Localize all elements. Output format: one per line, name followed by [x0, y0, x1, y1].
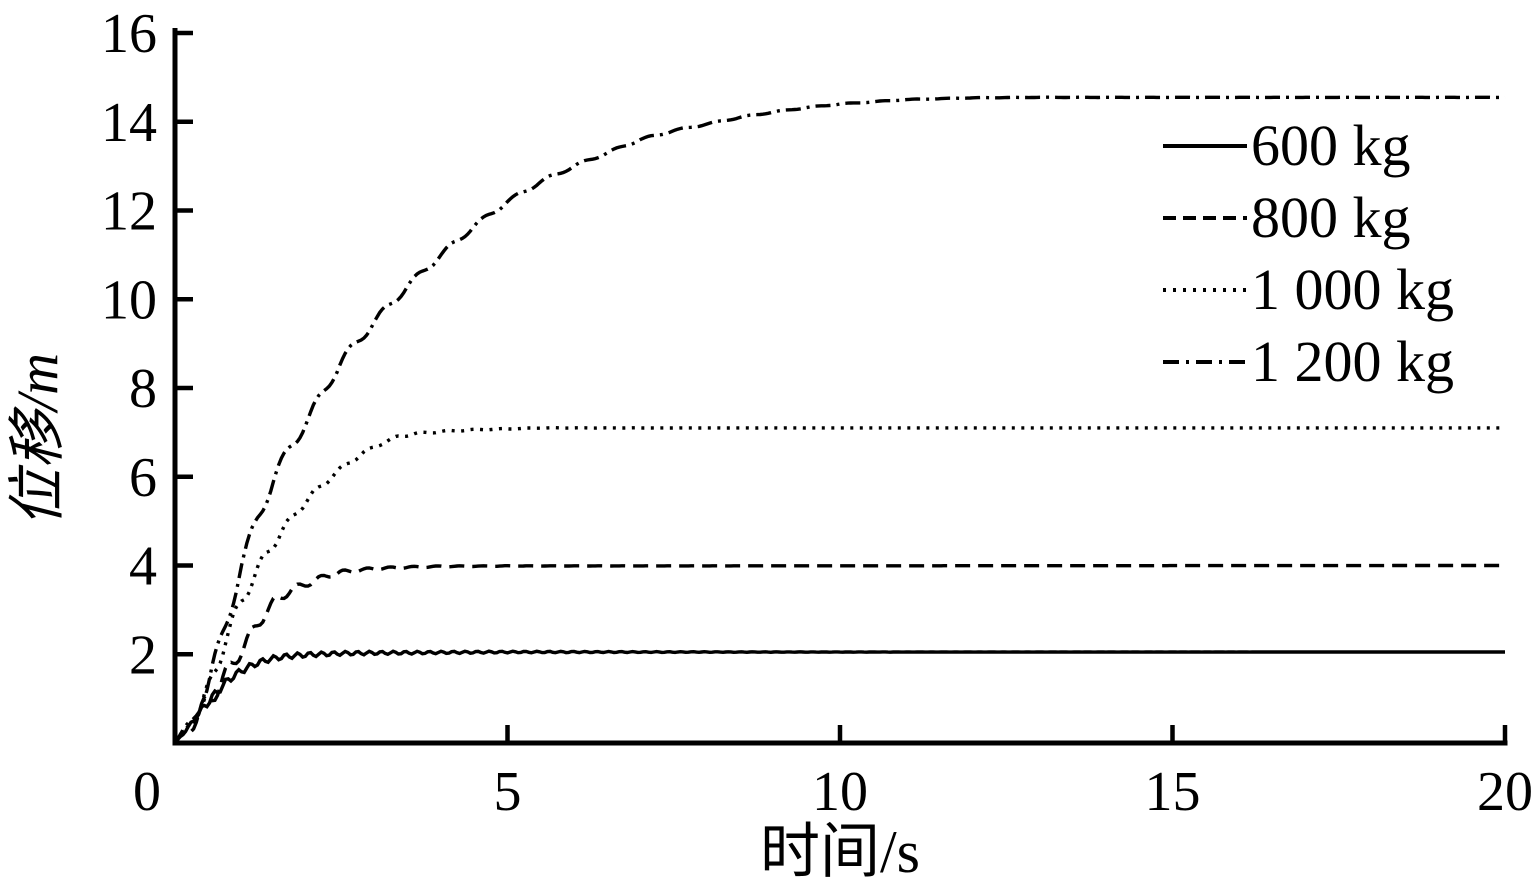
curve-800-kg: [173, 563, 1505, 745]
y-tick-label-2: 2: [129, 624, 157, 686]
legend-label: 1 200 kg: [1251, 329, 1454, 394]
curves: [173, 95, 1506, 745]
legend-sample-line-icon: [1163, 144, 1247, 148]
x-tick-label-15: 15: [1145, 761, 1201, 823]
curve-1-000-kg: [173, 426, 1505, 744]
x-tick-label-10: 10: [812, 761, 868, 823]
x-axis-label: 时间/s: [759, 819, 921, 885]
x-tick-label-0: 0: [133, 761, 161, 823]
y-tick-label-8: 8: [129, 358, 157, 420]
y-axis-ticks: 2 4 6 8 10 12 14 16: [101, 3, 193, 686]
legend-entry-1-000-kg: 1 000 kg: [1163, 254, 1454, 326]
legend-sample-line-icon: [1163, 360, 1247, 364]
y-tick-label-4: 4: [129, 536, 157, 598]
legend-label: 800 kg: [1251, 185, 1411, 250]
x-tick-label-5: 5: [494, 761, 522, 823]
y-tick-label-16: 16: [101, 3, 157, 65]
x-axis-ticks: 0 5 10 15 20: [133, 725, 1533, 823]
y-tick-label-10: 10: [101, 269, 157, 331]
curve-600-kg: [173, 649, 1505, 745]
y-tick-label-6: 6: [129, 447, 157, 509]
legend-entry-600-kg: 600 kg: [1163, 110, 1454, 182]
legend-entry-1-200-kg: 1 200 kg: [1163, 326, 1454, 398]
y-axis-label: 位移/m: [5, 352, 70, 528]
legend-entry-800-kg: 800 kg: [1163, 182, 1454, 254]
y-tick-label-12: 12: [101, 181, 157, 243]
x-tick-label-20: 20: [1477, 761, 1533, 823]
legend-label: 1 000 kg: [1251, 257, 1454, 322]
legend-sample-line-icon: [1163, 216, 1247, 220]
legend-sample-line-icon: [1163, 288, 1247, 292]
y-tick-label-14: 14: [101, 92, 157, 154]
legend-label: 600 kg: [1251, 113, 1411, 178]
legend: 600 kg 800 kg 1 000 kg 1 200 kg: [1163, 110, 1454, 398]
